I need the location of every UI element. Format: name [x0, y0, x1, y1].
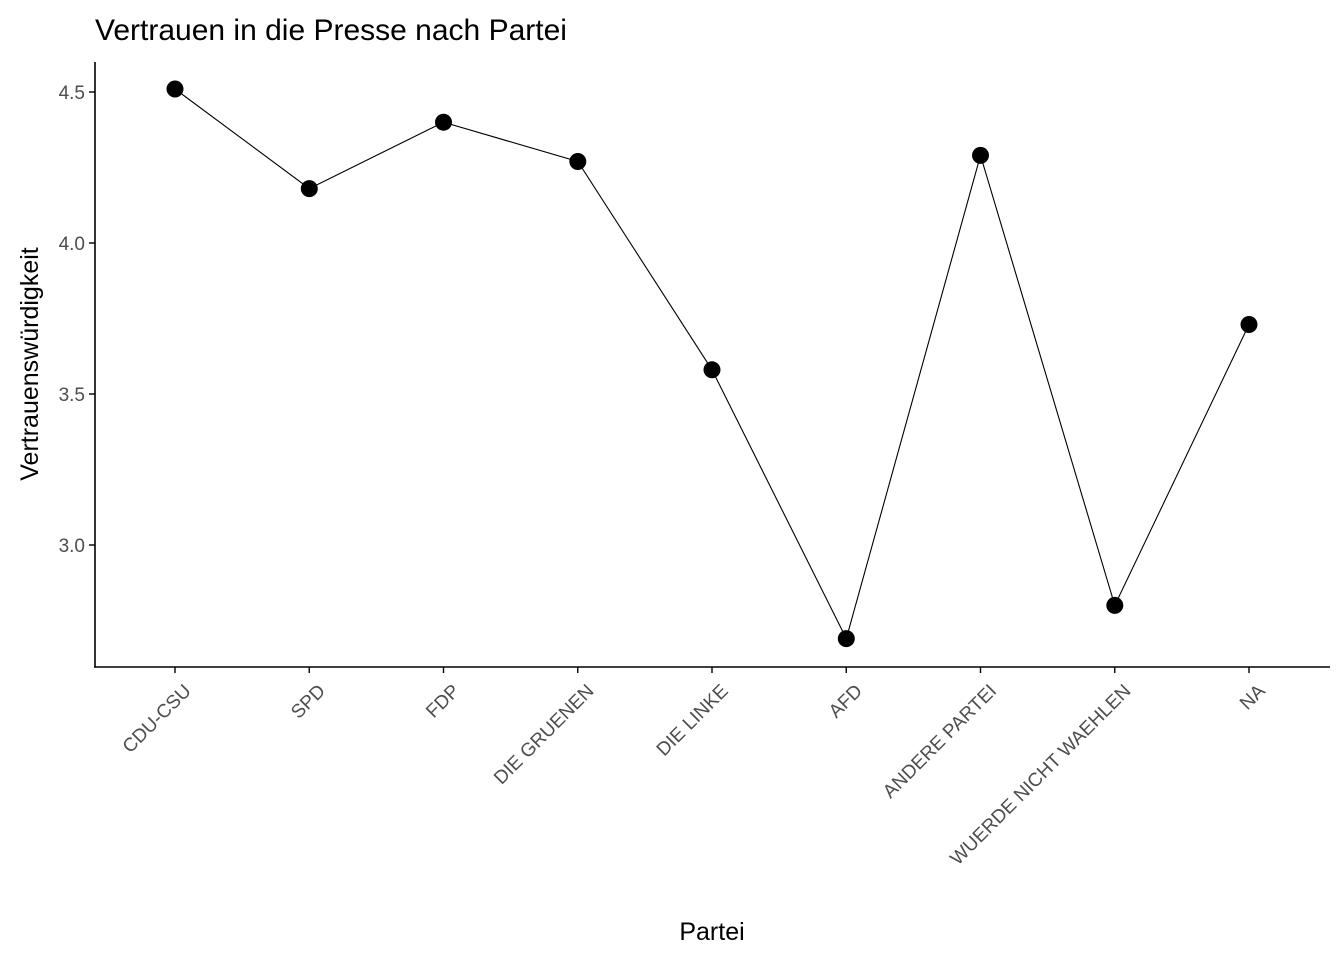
x-tick-label: DIE GRUENEN — [490, 681, 598, 789]
x-tick-label: DIE LINKE — [653, 681, 733, 761]
x-axis-ticks: CDU-CSU SPD FDP DIE GRUENEN DIE LINKE AFD ANDE… — [119, 667, 1270, 870]
y-tick-label: 3.5 — [59, 385, 85, 406]
data-point — [1106, 596, 1124, 614]
x-tick-label: AFD — [825, 681, 867, 723]
y-tick-label: 4.5 — [59, 83, 85, 104]
x-tick-label: NA — [1236, 681, 1270, 715]
data-series — [166, 80, 1258, 648]
data-point — [703, 361, 721, 379]
x-tick-label: ANDERE PARTEI — [879, 681, 1001, 803]
y-axis-ticks: 3.0 3.5 4.0 4.5 — [59, 83, 95, 557]
y-tick-label: 3.0 — [59, 536, 85, 557]
data-point — [837, 630, 855, 648]
x-tick-label: SPD — [287, 681, 329, 723]
x-tick-label: FDP — [422, 681, 464, 723]
y-axis-title: Vertrauenswürdigkeit — [16, 247, 44, 481]
data-point — [166, 80, 184, 98]
data-point — [972, 146, 989, 164]
x-tick-label: CDU-CSU — [119, 681, 196, 758]
data-point — [1240, 316, 1258, 333]
chart-title: Vertrauen in die Presse nach Partei — [95, 14, 567, 47]
data-point — [435, 113, 452, 131]
data-point — [300, 180, 318, 198]
x-axis-title: Partei — [679, 918, 744, 946]
y-tick-label: 4.0 — [59, 234, 85, 255]
data-point — [569, 153, 587, 170]
